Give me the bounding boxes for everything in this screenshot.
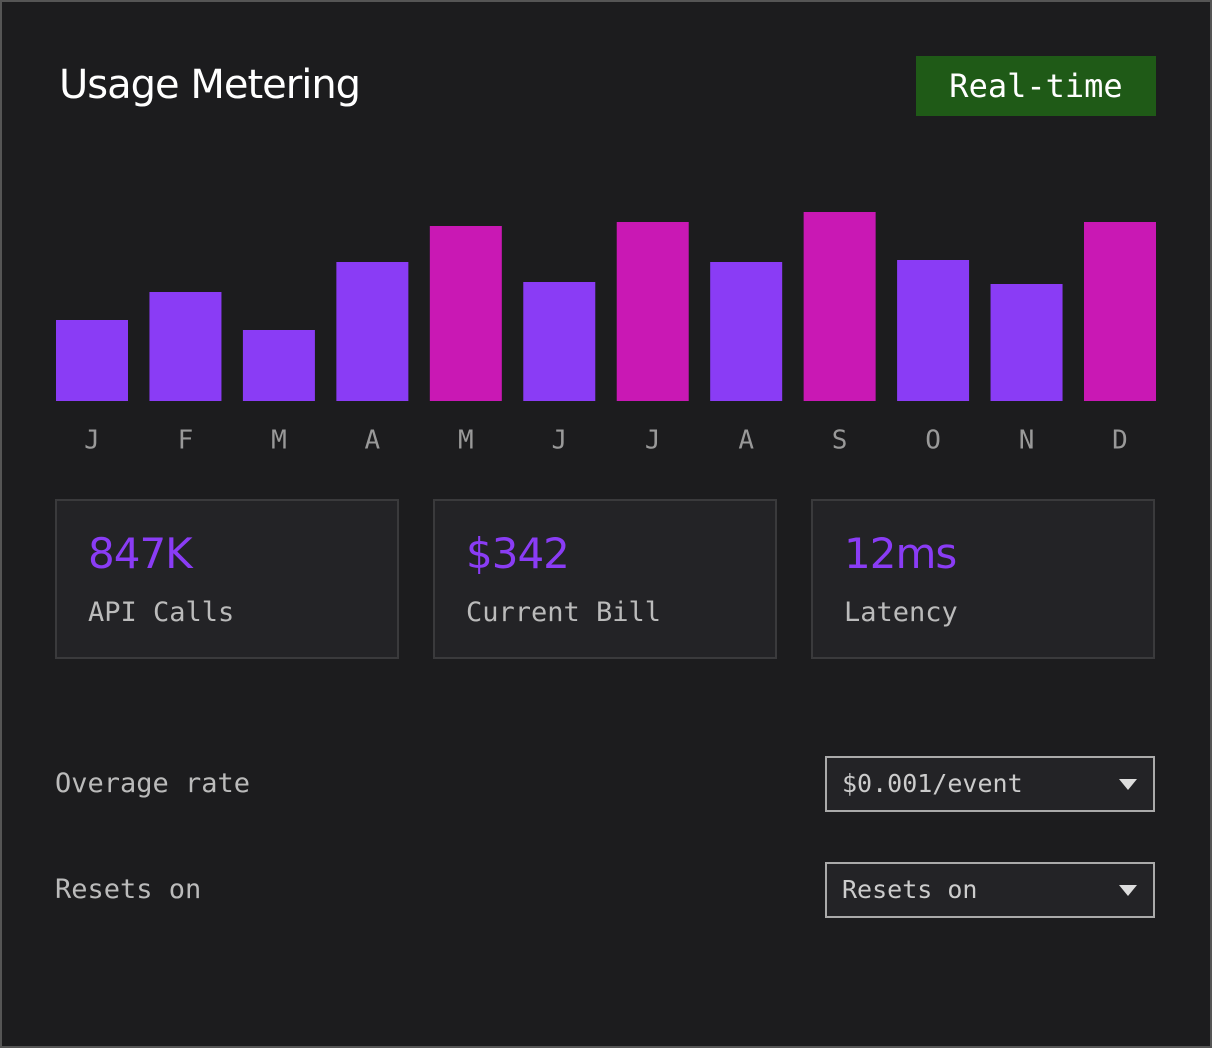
bar	[56, 320, 128, 401]
bar	[429, 226, 502, 401]
bar	[336, 262, 409, 401]
stat-label: API Calls	[88, 597, 235, 628]
x-tick-label: N	[1019, 426, 1035, 456]
setting-label: Overage rate	[55, 768, 251, 799]
bar	[710, 262, 783, 401]
x-tick-label: M	[271, 426, 287, 456]
x-tick-label: J	[84, 426, 100, 456]
bar	[523, 282, 596, 401]
x-tick-label: M	[458, 426, 474, 456]
dropdown-arrow	[1119, 885, 1137, 896]
bar	[897, 260, 970, 401]
x-tick-label: O	[925, 426, 941, 456]
bar	[616, 222, 689, 401]
badge: Real-time	[916, 56, 1156, 116]
x-tick-label: J	[551, 426, 567, 456]
x-tick-label: F	[178, 426, 194, 456]
bar	[990, 284, 1063, 401]
dropdown[interactable]: $0.001/event	[825, 756, 1155, 812]
stat-card: 12ms Latency	[811, 499, 1155, 659]
x-tick-label: D	[1112, 426, 1128, 456]
title: Usage Metering	[59, 62, 361, 108]
stat-value: $342	[466, 529, 570, 578]
dropdown-value: Resets on	[842, 875, 978, 904]
stat-label: Current Bill	[466, 597, 662, 628]
x-tick-label: S	[832, 426, 848, 456]
bar	[803, 212, 876, 401]
dropdown-arrow	[1119, 779, 1137, 790]
stat-value: 847K	[88, 529, 193, 578]
bar	[242, 330, 315, 401]
x-tick-label: A	[365, 426, 381, 456]
stat-card: $342 Current Bill	[433, 499, 777, 659]
stat-label: Latency	[844, 597, 958, 628]
x-tick-label: J	[645, 426, 661, 456]
x-tick-label: A	[738, 426, 754, 456]
bar	[1084, 222, 1156, 401]
dropdown-value: $0.001/event	[842, 769, 1023, 798]
dropdown[interactable]: Resets on	[825, 862, 1155, 918]
bar	[149, 292, 222, 401]
stat-value: 12ms	[844, 529, 957, 578]
setting-label: Resets on	[55, 874, 202, 905]
stat-card: 847K API Calls	[55, 499, 399, 659]
